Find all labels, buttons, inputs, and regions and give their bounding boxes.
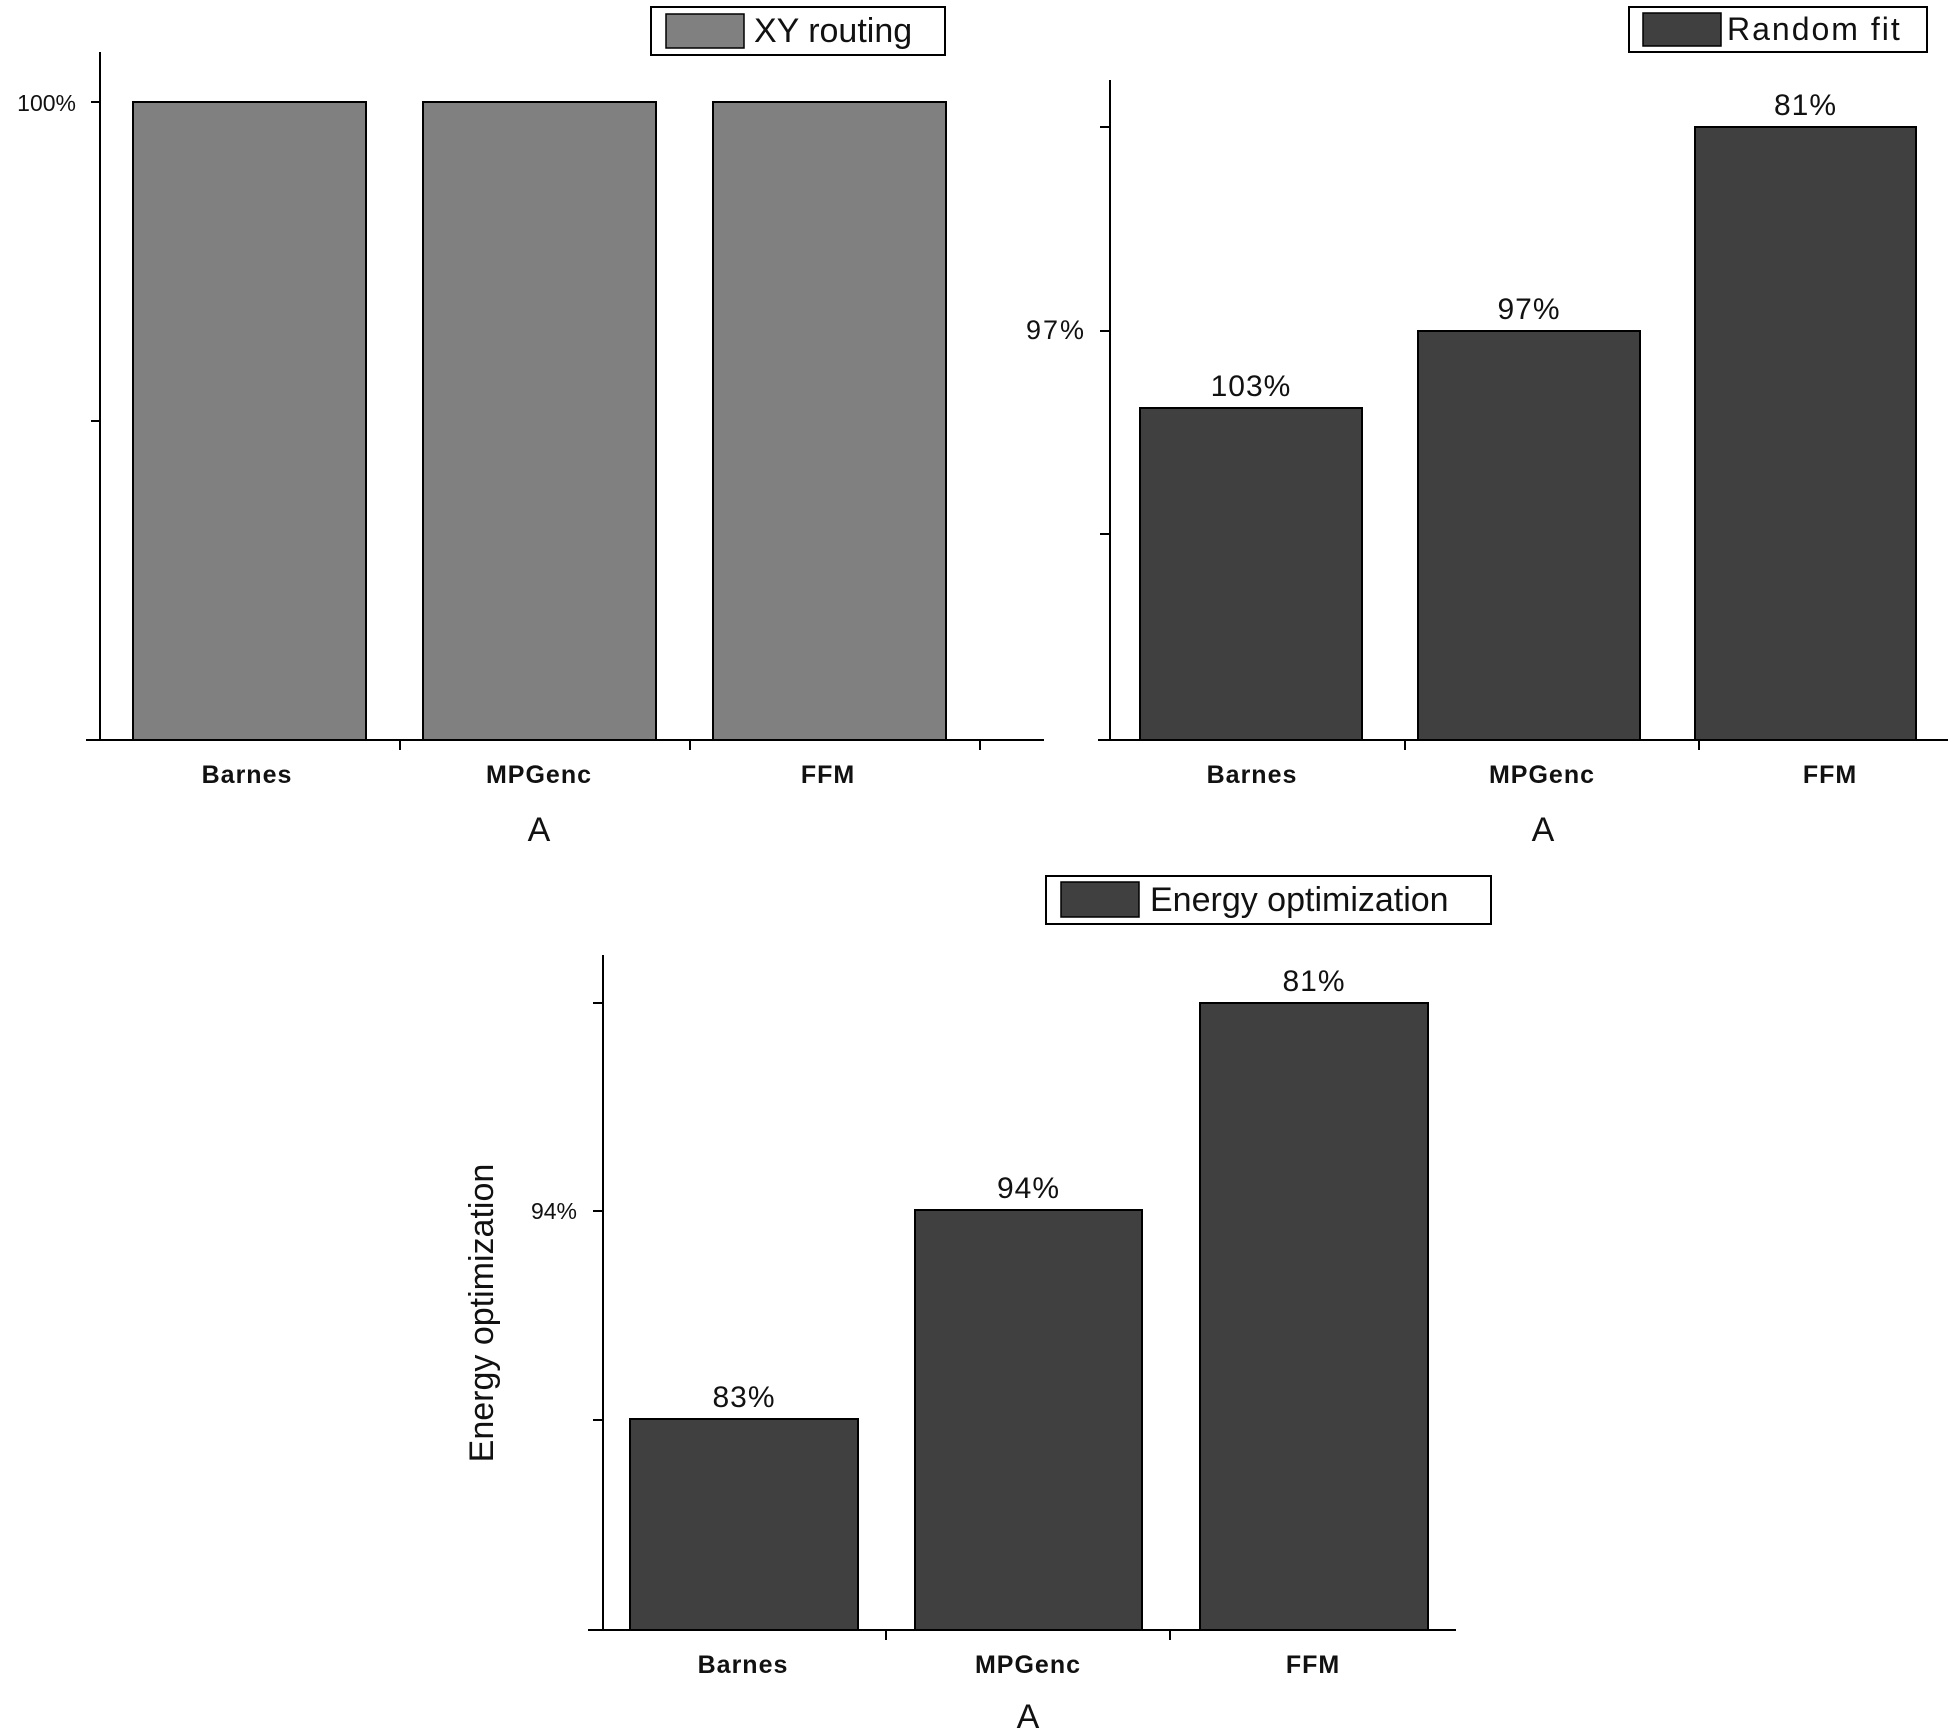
bar-ffm bbox=[1199, 1002, 1429, 1631]
y-tick-label: 97% bbox=[1026, 315, 1086, 345]
bars bbox=[1139, 126, 1917, 741]
bar-ffm bbox=[712, 101, 947, 741]
data-label-barnes: 103% bbox=[1211, 370, 1292, 403]
x-tick-label-barnes: Barnes bbox=[1207, 761, 1298, 789]
bars bbox=[629, 1002, 1429, 1631]
x-tick-label-barnes: Barnes bbox=[698, 1651, 789, 1679]
x-tick-label-ffm: FFM bbox=[801, 761, 855, 789]
x-tick-label-ffm: FFM bbox=[1803, 761, 1857, 789]
chart-xy-routing: XY routing 100% Barnes MPGenc FFM A bbox=[17, 6, 1044, 849]
data-labels: 103% 97% 81% bbox=[1211, 89, 1837, 403]
bar-mpgenc bbox=[914, 1209, 1143, 1631]
legend-random-fit: Random fit bbox=[1628, 6, 1928, 53]
data-label-mpgenc: 94% bbox=[997, 1172, 1060, 1205]
data-label-barnes: 83% bbox=[712, 1381, 775, 1414]
x-tick-label-mpgenc: MPGenc bbox=[1489, 761, 1595, 789]
bar-ffm bbox=[1694, 126, 1917, 741]
legend-label: Random fit bbox=[1727, 11, 1902, 47]
data-label-ffm: 81% bbox=[1282, 965, 1345, 998]
x-axis-label: A bbox=[528, 811, 551, 849]
y-axis-title: Energy optimization bbox=[463, 1164, 501, 1463]
x-tick-label-ffm: FFM bbox=[1286, 1651, 1340, 1679]
x-axis-label: A bbox=[1017, 1698, 1040, 1734]
legend-swatch bbox=[665, 13, 745, 49]
legend-label: Energy optimization bbox=[1150, 881, 1449, 919]
legend-swatch bbox=[1642, 12, 1722, 47]
data-label-ffm: 81% bbox=[1774, 89, 1837, 122]
y-tick-label: 94% bbox=[531, 1198, 577, 1224]
x-tick-label-mpgenc: MPGenc bbox=[975, 1651, 1081, 1679]
legend-label: XY routing bbox=[754, 12, 912, 50]
data-label-mpgenc: 97% bbox=[1497, 293, 1560, 326]
legend-xy-routing: XY routing bbox=[650, 6, 946, 56]
bar-barnes bbox=[132, 101, 367, 741]
bars bbox=[132, 101, 947, 741]
chart-random-fit: Random fit 97% 103%97%81% Barnes MPGenc … bbox=[1026, 6, 1948, 849]
legend-energy-optimization: Energy optimization bbox=[1045, 875, 1492, 925]
chart-energy-optimization: Energy optimization 94% Energy optimizat… bbox=[463, 875, 1492, 1734]
x-tick-label-barnes: Barnes bbox=[202, 761, 293, 789]
data-labels: 83% 94% 81% bbox=[712, 965, 1345, 1414]
bar-mpgenc bbox=[1417, 330, 1641, 741]
bar-barnes bbox=[629, 1418, 859, 1631]
bar-mpgenc bbox=[422, 101, 657, 741]
x-axis-label: A bbox=[1532, 811, 1555, 849]
bar-barnes bbox=[1139, 407, 1363, 741]
legend-swatch bbox=[1060, 881, 1140, 918]
y-tick-label: 100% bbox=[17, 90, 76, 116]
x-tick-label-mpgenc: MPGenc bbox=[486, 761, 592, 789]
